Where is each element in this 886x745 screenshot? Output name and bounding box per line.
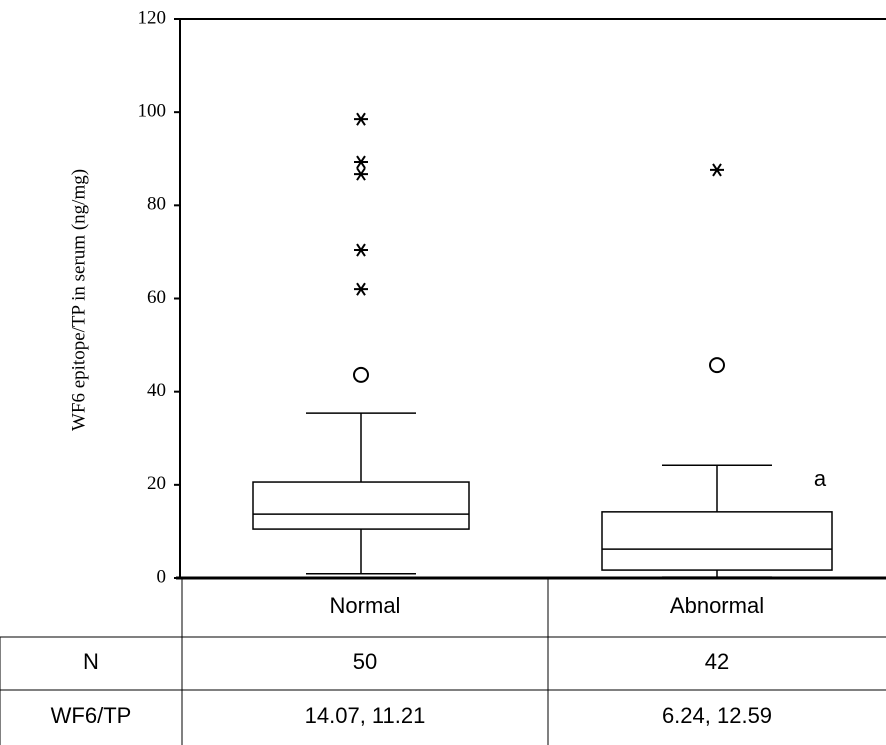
extreme [354, 155, 368, 169]
box [601, 511, 833, 571]
y-tick-label: 80 [147, 194, 166, 215]
outlier [709, 357, 725, 374]
y-tick-label: 40 [147, 380, 166, 401]
x-tick-label: Abnormal [670, 593, 764, 618]
extreme [354, 167, 368, 181]
extreme [354, 112, 368, 126]
table-cell: 42 [705, 649, 729, 674]
y-tick-label: 20 [147, 473, 166, 494]
table-cell: 50 [353, 649, 377, 674]
table-cell: 6.24, 12.59 [662, 703, 772, 728]
extreme [354, 243, 368, 257]
y-tick-label: 100 [138, 101, 167, 122]
outlier [353, 366, 369, 383]
table-grid [0, 18, 886, 745]
table-cell: 14.07, 11.21 [305, 703, 426, 728]
y-tick-label: 0 [157, 566, 167, 587]
y-tick-label: 60 [147, 287, 166, 308]
y-tick-label: 120 [138, 7, 167, 28]
table-cell: N [83, 649, 99, 674]
table-cell: WF6/TP [51, 703, 132, 728]
box [252, 481, 470, 530]
y-axis-label: WF6 epitope/TP in serum (ng/mg) [68, 169, 89, 431]
extreme [710, 163, 724, 177]
x-tick-label: Normal [330, 593, 401, 618]
annotation: a [814, 466, 827, 491]
extreme [354, 282, 368, 296]
